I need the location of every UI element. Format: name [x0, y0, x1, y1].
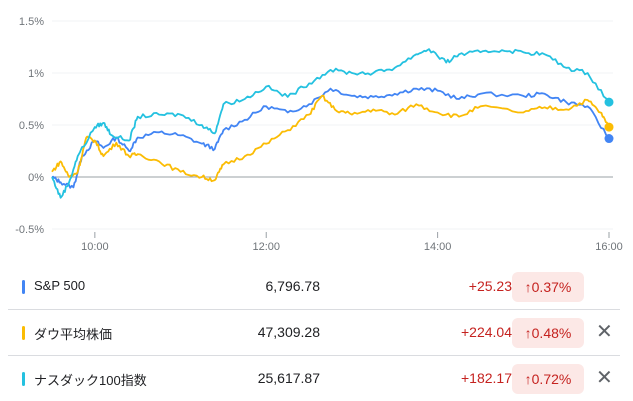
- y-tick-label: 0.5%: [19, 120, 44, 132]
- series-line-2: [51, 48, 610, 199]
- series-color-marker: [22, 326, 25, 340]
- list-item[interactable]: S&P 500 6,796.78 +25.23 ↑0.37%: [8, 264, 620, 310]
- index-price: 6,796.78: [265, 278, 321, 294]
- percent-change-badge: ↑0.37%: [512, 272, 584, 302]
- index-name: ナスダック100指数: [34, 373, 147, 388]
- close-icon[interactable]: ✕: [596, 367, 613, 389]
- x-tick-label: 10:00: [81, 241, 109, 253]
- y-tick-label: 0%: [28, 172, 44, 184]
- x-tick-label: 16:00: [595, 241, 623, 253]
- index-name: S&P 500: [34, 278, 86, 293]
- list-item[interactable]: ダウ平均株価 47,309.28 +224.04 ↑0.48% ✕: [8, 310, 620, 356]
- line-chart: 1.5% 1% 0.5% 0% -0.5% 10:00 12:00 14:00 16:00: [15, 16, 623, 253]
- index-name: ダウ平均株価: [34, 327, 113, 342]
- index-change: +224.04: [461, 324, 512, 340]
- series-end-dot-2: [604, 97, 614, 107]
- series-end-dot-0: [604, 134, 614, 144]
- index-change: +25.23: [468, 278, 512, 294]
- x-tick-label: 14:00: [424, 241, 452, 253]
- index-price: 25,617.87: [257, 370, 320, 386]
- series-line-0: [51, 87, 610, 189]
- y-tick-label: 1.5%: [19, 16, 44, 28]
- series-color-marker: [22, 372, 25, 386]
- y-tick-label: 1%: [28, 68, 44, 80]
- series-end-dot-1: [604, 122, 614, 132]
- index-change: +182.17: [461, 370, 512, 386]
- y-tick-label: -0.5%: [15, 224, 44, 236]
- index-list: S&P 500 6,796.78 +25.23 ↑0.37% ダウ平均株価 47…: [8, 264, 620, 401]
- percent-change-badge: ↑0.72%: [512, 364, 584, 394]
- percent-change-badge: ↑0.48%: [512, 318, 584, 348]
- list-item[interactable]: ナスダック100指数 25,617.87 +182.17 ↑0.72% ✕: [8, 356, 620, 401]
- index-price: 47,309.28: [257, 324, 320, 340]
- close-icon[interactable]: ✕: [596, 321, 613, 343]
- series-line-1: [51, 94, 610, 183]
- series-color-marker: [22, 280, 25, 294]
- x-tick-label: 12:00: [252, 241, 280, 253]
